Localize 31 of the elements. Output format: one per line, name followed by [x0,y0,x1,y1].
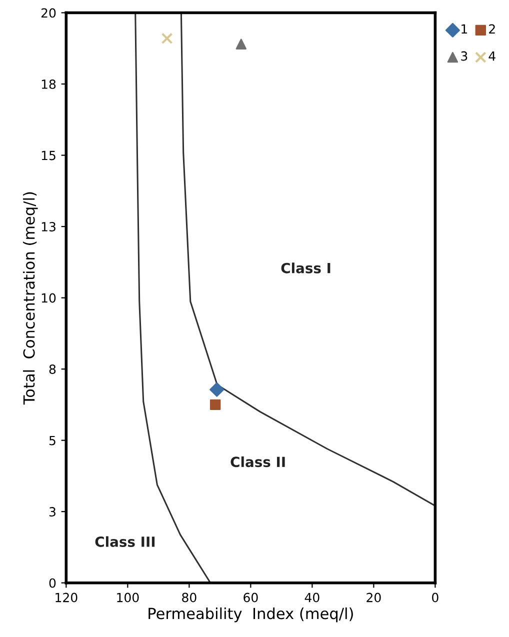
point [161,32,173,44]
y-axis-title: Total Concentration (meq/l) [22,192,38,405]
x-tick-label: 0 [432,592,438,602]
x-tick-label: 80 [182,592,196,602]
x-tick-label: 120 [56,592,78,602]
annotation: Class II [230,456,285,468]
point [210,382,224,397]
y-tick-label: 15 [42,150,56,160]
x-tick-label: 60 [244,592,258,602]
x-tick-label: 40 [304,592,320,602]
y-tick-label: 0 [49,578,56,588]
x-axis-title: Permeability Index (meq/l) [148,607,353,622]
y-tick-label: 13 [42,222,56,232]
y-tick-label: 8 [49,364,56,374]
x-tick-label: 100 [117,592,139,602]
legend-label: 4 [488,51,496,61]
y-tick-label: 18 [42,79,56,89]
annotation: Class III [95,536,155,547]
line-series [134,12,212,583]
y-tick-label: 20 [41,8,56,18]
y-tick-label: 10 [42,293,56,303]
legend-label: 3 [461,51,468,61]
legend-label: 2 [489,24,495,34]
point [210,399,221,410]
line-series [180,12,436,507]
annotation: Class I [281,262,330,274]
y-tick-label: 5 [49,436,56,446]
point [236,38,247,50]
y-tick-label: 3 [49,507,56,517]
legend-label: 1 [462,24,467,34]
x-tick-label: 20 [366,592,381,602]
